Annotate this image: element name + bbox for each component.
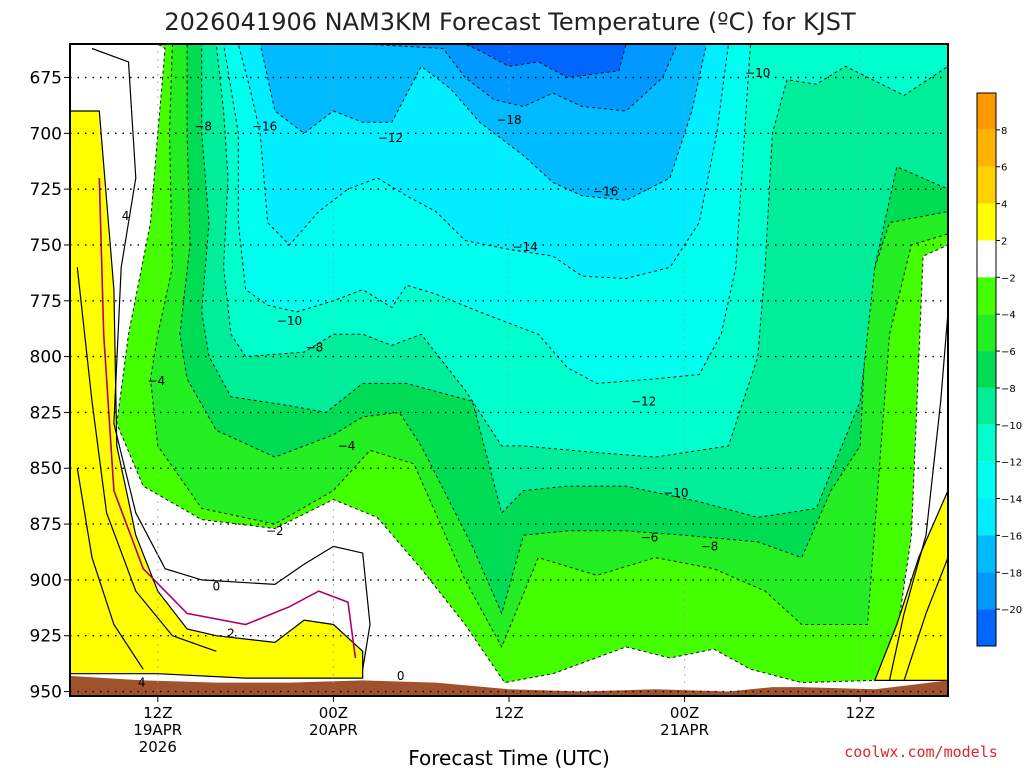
x-tick-label: 20APR <box>309 721 358 739</box>
colorbar-segment <box>977 535 996 573</box>
colorbar-segment <box>977 609 996 646</box>
colorbar-segment <box>977 387 996 425</box>
y-tick-label: 725 <box>30 180 62 200</box>
colorbar-label: −2 <box>1001 273 1016 284</box>
isotherm-label: −6 <box>641 530 659 544</box>
colorbar-label: −14 <box>1001 495 1022 506</box>
colorbar-label: −10 <box>1001 421 1022 432</box>
isotherm-line-3 <box>76 468 144 670</box>
isotherm-label: −10 <box>745 66 770 80</box>
colorbar-segment <box>977 93 996 130</box>
colorbar-segment <box>977 351 996 388</box>
plot-area: 67570072575077580082585087590092595012Z1… <box>30 43 949 756</box>
x-tick-label: 12Z <box>143 704 172 722</box>
isotherm-label: 0 <box>213 580 221 594</box>
isotherm-label: 0 <box>397 669 405 683</box>
colorbar: 8 6 4 2 −2 −4 −6 −8 −10 −12 −14 −16 −18 −20 <box>976 92 1022 647</box>
isotherm-label: −4 <box>147 374 165 388</box>
colorbar-segment <box>977 277 996 315</box>
isotherm-label: 2 <box>227 626 235 640</box>
colorbar-label: 6 <box>1001 163 1007 174</box>
chart-title: 2026041906 NAM3KM Forecast Temperature (… <box>164 8 856 36</box>
colorbar-segment <box>977 498 996 536</box>
y-tick-label: 925 <box>30 627 62 647</box>
colorbar-label: −8 <box>1001 384 1016 395</box>
y-tick-label: 900 <box>30 571 62 591</box>
isotherm-line-0 <box>91 47 371 670</box>
y-tick-label: 825 <box>30 403 62 423</box>
colorbar-label: −16 <box>1001 531 1022 542</box>
colorbar-segment <box>977 240 996 278</box>
x-tick-label: 00Z <box>670 704 699 722</box>
region-below-minus-20 <box>464 44 627 79</box>
colorbar-segment <box>977 461 996 499</box>
y-tick-label: 700 <box>30 124 62 144</box>
isotherm-label: −2 <box>266 524 284 538</box>
colorbar-label: −18 <box>1001 568 1022 579</box>
colorbar-label: 8 <box>1001 126 1007 137</box>
isotherm-label: −8 <box>701 539 719 553</box>
y-tick-label: 850 <box>30 459 62 479</box>
y-tick-label: 875 <box>30 515 62 535</box>
y-tick-label: 800 <box>30 348 62 368</box>
isotherm-label: 4 <box>122 209 130 223</box>
isotherm-label: −12 <box>378 131 403 145</box>
colorbar-segment <box>977 314 996 352</box>
isotherm-label: −8 <box>194 120 212 134</box>
y-axis: 675 700 725 750 775 800 825 850 875 900 925 950 <box>30 68 70 703</box>
colorbar-segment <box>977 572 996 610</box>
isotherm-label: −14 <box>512 240 537 254</box>
x-tick-label: 12Z <box>494 704 523 722</box>
isotherm-label: −8 <box>306 341 324 355</box>
isotherm-line-4 <box>888 311 948 681</box>
y-tick-label: 750 <box>30 236 62 256</box>
x-tick-label: 2026 <box>139 738 177 756</box>
ground-surface <box>70 675 948 696</box>
isotherm-label: −10 <box>663 486 688 500</box>
x-tick-label: 19APR <box>133 721 182 739</box>
isotherm-line-2 <box>76 267 217 652</box>
colorbar-label: −12 <box>1001 458 1022 469</box>
colorbar-label: −20 <box>1001 605 1022 616</box>
y-tick-label: 950 <box>30 683 62 703</box>
colorbar-label: 2 <box>1001 236 1007 247</box>
color-regions <box>70 44 948 684</box>
isotherm-label: −12 <box>631 394 656 408</box>
colorbar-frame <box>976 92 997 647</box>
colorbar-segment <box>977 166 996 204</box>
colorbar-label: 4 <box>1001 200 1007 211</box>
isotherm-label: 4 <box>138 676 146 690</box>
isotherm-labels: −16 −12 −18 −16 −10 −14 −10 −8 −4 −4 −12 −10 −8 −6 −2 0… <box>122 66 771 690</box>
colorbar-segment <box>977 424 996 462</box>
isotherm-label: −18 <box>496 113 521 127</box>
credit-text: coolwx.com/models <box>844 743 998 761</box>
x-tick-label: 00Z <box>319 704 348 722</box>
colorbar-segment <box>977 129 996 167</box>
y-tick-label: 775 <box>30 292 62 312</box>
y-tick-label: 675 <box>30 68 62 88</box>
colorbar-label: −4 <box>1001 310 1016 321</box>
isotherm-label: −16 <box>252 120 277 134</box>
isotherm-label: −16 <box>593 184 618 198</box>
isotherm-label: −10 <box>277 314 302 328</box>
x-tick-label: 21APR <box>660 721 709 739</box>
colorbar-segment <box>977 203 996 241</box>
plot-frame <box>69 43 949 697</box>
x-axis-label: Forecast Time (UTC) <box>408 746 610 768</box>
colorbar-label: −6 <box>1001 347 1016 358</box>
isotherm-label: −4 <box>338 439 356 453</box>
isotherm-line-5 <box>903 557 948 681</box>
x-tick-label: 12Z <box>846 704 875 722</box>
